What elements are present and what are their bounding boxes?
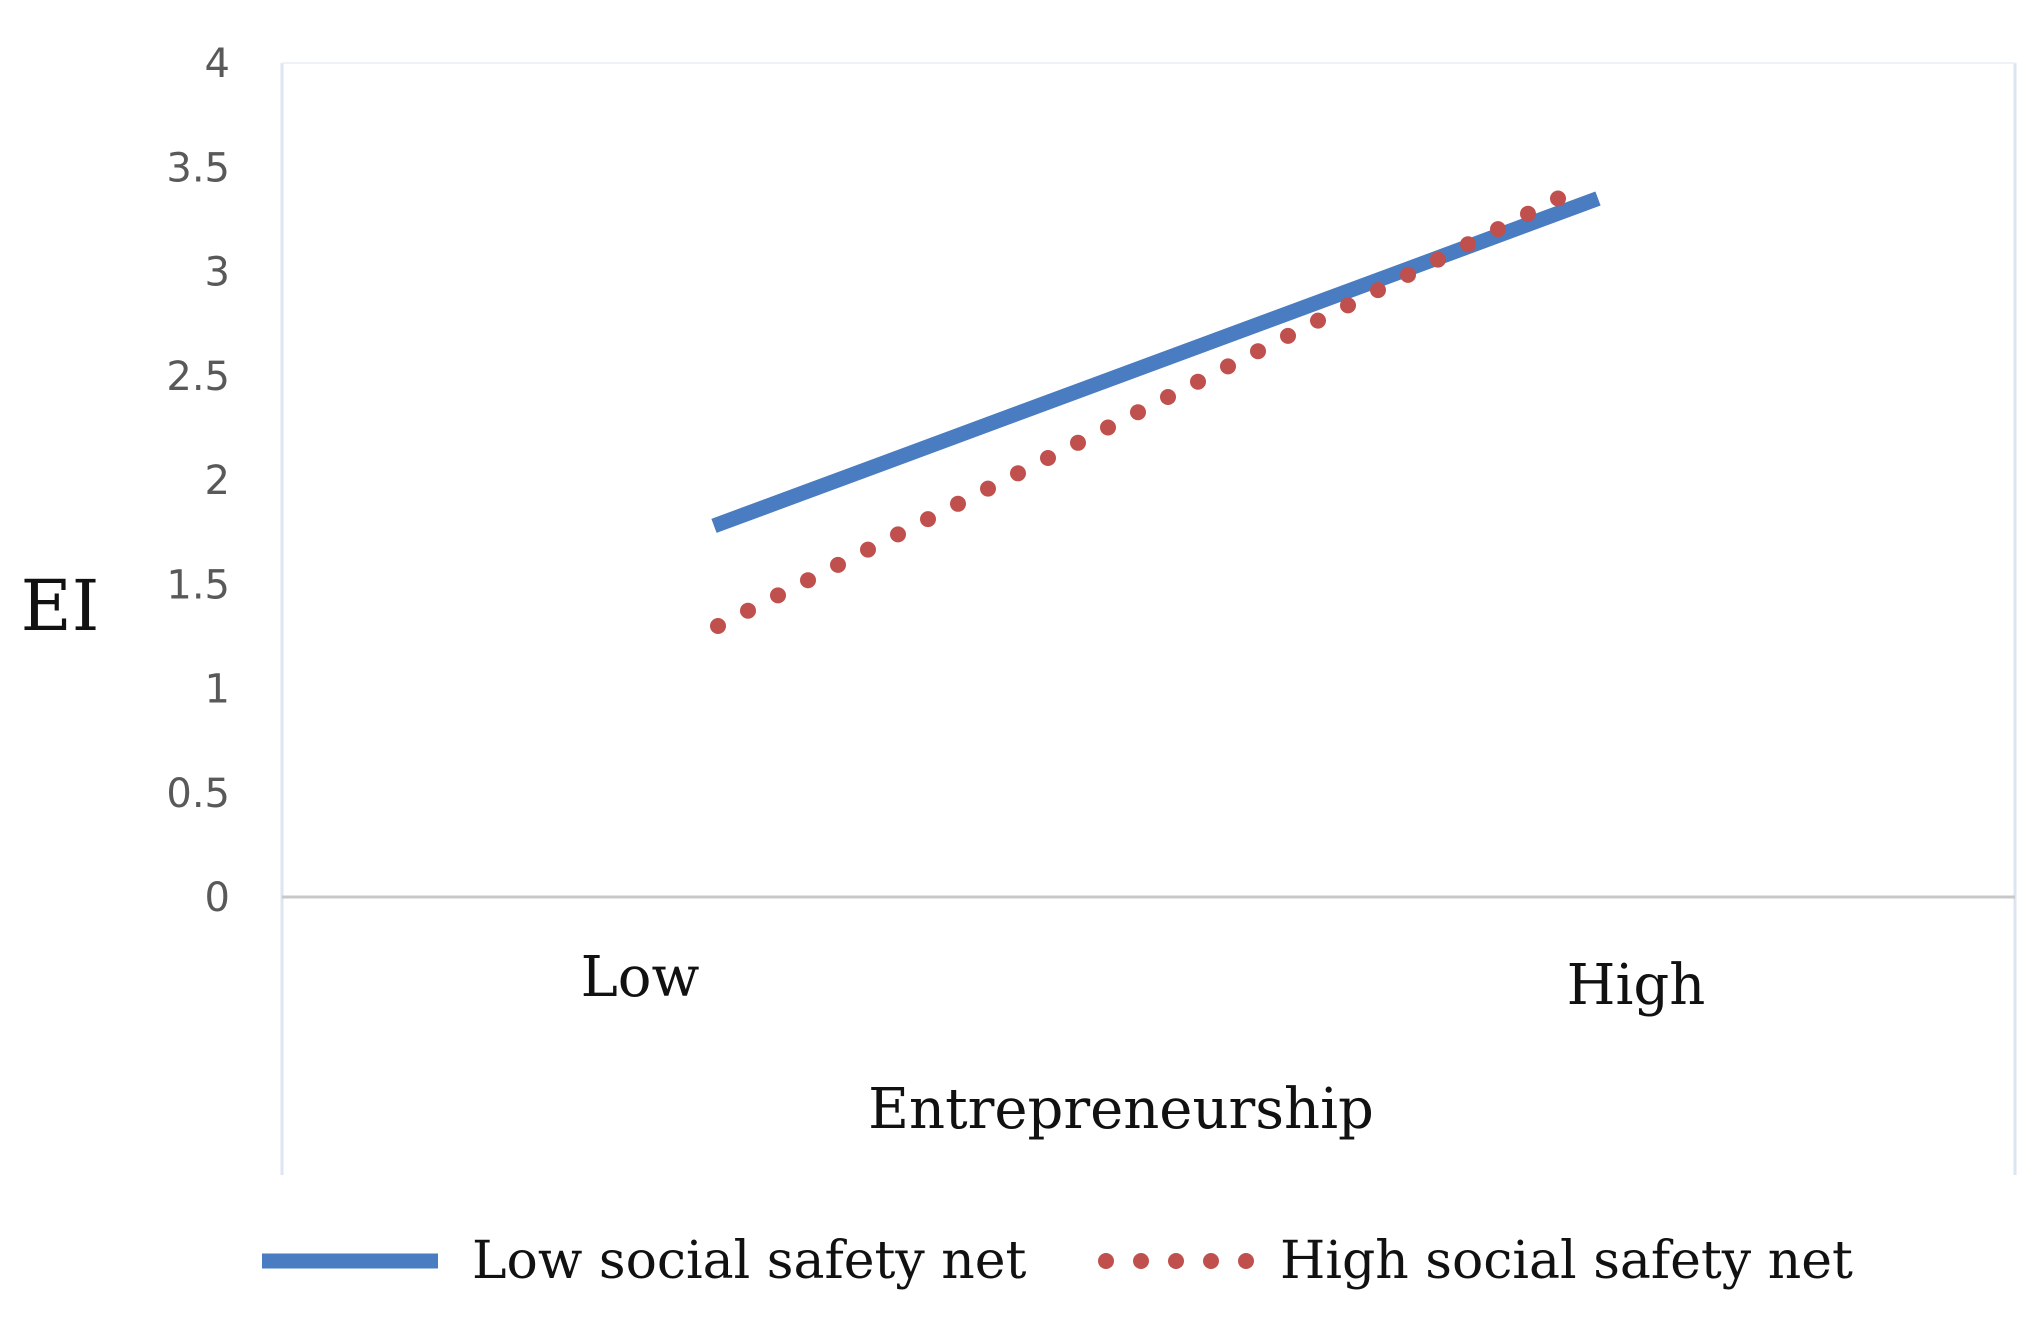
series-high-social-safety-net-dot — [1220, 358, 1236, 375]
series-high-social-safety-net-dot — [740, 602, 756, 619]
series-high-social-safety-net-dot — [830, 556, 846, 573]
series-high-social-safety-net-dot — [1250, 343, 1266, 360]
series-high-social-safety-net-dot — [1190, 373, 1206, 390]
y-axis-title: EI — [21, 565, 100, 647]
y-tick-label: 3 — [205, 250, 230, 296]
legend-label-low-social-safety-net: Low social safety net — [472, 1231, 1027, 1291]
legend-swatch-high-social-safety-net-dot — [1133, 1253, 1149, 1269]
y-tick-label: 1 — [205, 667, 230, 713]
series-high-social-safety-net-dot — [1070, 434, 1086, 451]
plot-area — [282, 63, 2015, 1175]
series-high-social-safety-net-dot — [920, 511, 936, 528]
series-high-social-safety-net-dot — [1040, 450, 1056, 466]
series-high-social-safety-net-dot — [1310, 312, 1326, 329]
series-high-social-safety-net-dot — [1100, 419, 1116, 436]
y-tick-label: 3.5 — [166, 145, 230, 191]
y-axis-ticks: 0 0.5 1 1.5 2 2.5 3 3.5 4 — [166, 41, 230, 921]
series-high-social-safety-net-dot — [1160, 389, 1176, 405]
y-tick-label: 1.5 — [166, 562, 230, 608]
series-high-social-safety-net-dot — [1520, 205, 1536, 222]
legend-swatch-high-social-safety-net-dot — [1168, 1253, 1184, 1269]
series-high-social-safety-net-dot — [1490, 221, 1506, 238]
y-tick-label: 0.5 — [166, 771, 230, 817]
y-tick-label: 4 — [205, 41, 230, 87]
x-category-label: High — [1567, 953, 1706, 1018]
y-tick-label: 2.5 — [166, 354, 230, 400]
legend-swatch-high-social-safety-net-dot — [1238, 1253, 1254, 1269]
series-high-social-safety-net-dot — [1010, 465, 1026, 482]
y-tick-label: 2 — [205, 458, 230, 504]
series-high-social-safety-net-dot — [800, 572, 816, 589]
legend: Low social safety net High social safety … — [262, 1231, 1853, 1291]
series-high-social-safety-net-dot — [770, 587, 786, 604]
x-category-label: Low — [581, 945, 700, 1010]
legend-swatch-high-social-safety-net-dot — [1203, 1253, 1219, 1269]
series-high-social-safety-net-dot — [1280, 327, 1296, 344]
series-layer — [710, 190, 1601, 634]
legend-swatch-high-social-safety-net-dot — [1098, 1253, 1114, 1269]
x-axis-title: Entrepreneurship — [868, 1077, 1374, 1142]
y-tick-label: 0 — [205, 875, 230, 921]
series-low-social-safety-net-line — [711, 191, 1601, 533]
series-high-social-safety-net-dot — [980, 480, 996, 497]
series-high-social-safety-net-dot — [890, 526, 906, 543]
series-high-social-safety-net-dot — [1550, 190, 1566, 207]
x-axis-categories: Low High — [581, 945, 1706, 1018]
series-high-social-safety-net-dot — [1460, 236, 1476, 253]
series-high-social-safety-net-dot — [860, 541, 876, 558]
legend-label-high-social-safety-net: High social safety net — [1280, 1231, 1853, 1291]
series-high-social-safety-net-dot — [1370, 282, 1386, 299]
series-high-social-safety-net-dot — [1340, 297, 1356, 314]
series-high-social-safety-net-dot — [950, 495, 966, 512]
series-high-social-safety-net-dot — [710, 618, 726, 634]
series-high-social-safety-net-dot — [1430, 251, 1446, 268]
series-high-social-safety-net-dot — [1400, 266, 1416, 283]
series-high-social-safety-net-dot — [1130, 404, 1146, 421]
